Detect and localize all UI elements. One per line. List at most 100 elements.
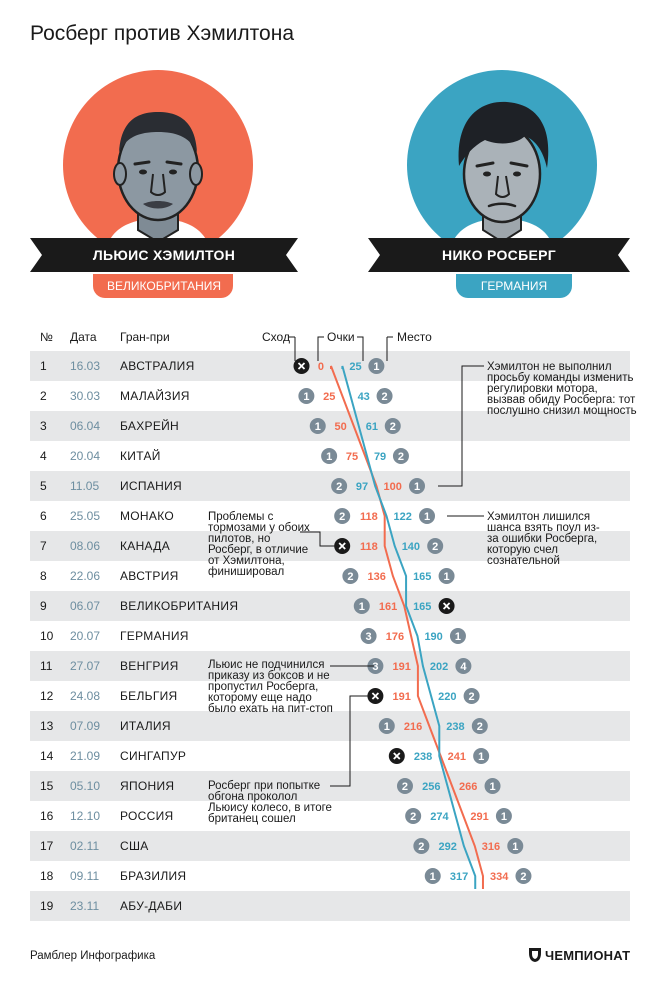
rosberg-points-label: 202 [430,661,448,673]
rosberg-place-badge [396,778,413,794]
rosberg-place-label: 2 [477,721,483,733]
rosberg-place-badge [424,868,441,884]
race-name: БАХРЕЙН [120,419,180,433]
race-date: 12.10 [70,809,101,823]
race-name: БРАЗИЛИЯ [120,869,187,883]
race-name: АВСТРАЛИЯ [120,359,195,373]
hamilton-place-label: 1 [512,841,518,853]
hamilton-points-label: 191 [393,691,411,703]
race-name: БЕЛЬГИЯ [120,689,178,703]
rosberg-place-badge [449,628,466,644]
table-row: 16 12.10 РОССИЯ [30,801,630,831]
table-row: 8 22.06 АВСТРИЯ [30,561,630,591]
hamilton-place-badge [378,718,395,734]
hamilton-place-badge [367,658,384,674]
rosberg-place-label: 2 [390,421,396,433]
race-date: 11.05 [70,479,100,493]
race-name: АВСТРИЯ [120,569,179,583]
annotation-spain-leader [438,365,484,487]
rosberg-points-label: 238 [414,751,432,763]
hamilton-dnf-cross [338,542,346,550]
race-name: ЯПОНИЯ [120,779,175,793]
race-number: 15 [40,779,54,793]
table-row: 4 20.04 КИТАЙ [30,441,630,471]
race-name: ВЕЛИКОБРИТАНИЯ [120,599,239,613]
hamilton-place-label: 1 [489,781,495,793]
race-date: 06.04 [70,419,101,433]
hamilton-place-label: 2 [339,511,345,523]
rosberg-points-line [341,365,477,889]
hamilton-points-label: 266 [459,781,477,793]
rosberg-points-label: 43 [358,391,370,403]
hamilton-place-badge [309,418,326,434]
rosberg-country: ГЕРМАНИЯ [456,274,572,298]
rosberg-place-label: 2 [410,811,416,823]
annotation-belgium-leader [330,695,374,787]
rosberg-points-label: 317 [450,871,468,883]
hamilton-place-badge [409,478,425,494]
race-name: КИТАЙ [120,449,161,463]
rosberg-points-label: 292 [439,841,457,853]
annotation-spain: Хэмилтон не выполнил просьбу команды изм… [487,361,637,417]
race-name: МАЛАЙЗИЯ [120,389,190,403]
hamilton-place-badge [495,808,512,824]
rosberg-place-badge [463,688,480,704]
race-number: 11 [40,659,53,673]
footer-brand: ЧЕМПИОНАТ [528,946,630,964]
hamilton-place-badge [342,568,359,584]
race-number: 18 [40,869,54,883]
hamilton-place-badge [321,448,338,464]
rosberg-points-label: 61 [366,421,378,433]
race-number: 14 [40,749,54,763]
rosberg-name: НИКО РОСБЕРГ [442,247,556,263]
hamilton-place-label: 3 [366,631,372,643]
rosberg-place-label: 2 [469,691,475,703]
rosberg-place-label: 2 [382,391,388,403]
rosberg-points-label: 274 [430,811,449,823]
hamilton-points-label: 291 [470,811,488,823]
header-gp: Гран-при [120,330,170,344]
race-number: 1 [40,359,47,373]
race-name: ГЕРМАНИЯ [120,629,189,643]
race-date: 02.11 [70,839,100,853]
rosberg-place-badge [368,358,385,374]
hamilton-points-label: 161 [379,601,397,613]
rosberg-place-label: 2 [402,781,408,793]
rosberg-place-badge [376,388,393,404]
hamilton-place-label: 1 [303,391,309,403]
rosberg-place-badge [331,478,348,494]
hamilton-points-line [330,365,484,889]
hamilton-points-label: 191 [393,661,411,673]
header-date: Дата [70,330,97,344]
table-row: 10 20.07 ГЕРМАНИЯ [30,621,630,651]
hamilton-points-label: 216 [404,721,422,733]
hamilton-place-label: 1 [414,481,420,493]
table-row: 2 30.03 МАЛАЙЗИЯ [30,381,630,411]
header-place: Место [397,330,432,344]
hamilton-dnf-cross [297,362,306,370]
header-num: № [40,330,53,344]
rosberg-points-label: 122 [394,511,412,523]
hamilton-place-label: 1 [384,721,390,733]
rosberg-dnf-cross [393,752,401,760]
page-title: Росберг против Хэмилтона [30,22,294,45]
table-row: 14 21.09 СИНГАПУР [30,741,630,771]
rosberg-points-label: 220 [438,691,456,703]
rosberg-place-badge [405,808,422,824]
rosberg-place-label: 2 [418,841,424,853]
hamilton-points-label: 25 [323,391,335,403]
table-row: 11 27.07 ВЕНГРИЯ [30,651,630,681]
hamilton-place-label: 3 [372,661,378,673]
rosberg-points-label: 256 [422,781,440,793]
race-number: 2 [40,389,47,403]
table-row: 6 25.05 МОНАКО [30,501,630,531]
hamilton-points-label: 334 [490,871,509,883]
brand-name: ЧЕМПИОНАТ [545,947,631,963]
table-row: 12 24.08 БЕЛЬГИЯ [30,681,630,711]
race-name: СИНГАПУР [120,749,187,763]
race-number: 6 [40,509,47,523]
race-date: 24.08 [70,689,101,703]
race-number: 19 [40,899,54,913]
rosberg-place-badge [455,658,472,674]
footer-source: Рамблер Инфографика [30,950,156,962]
